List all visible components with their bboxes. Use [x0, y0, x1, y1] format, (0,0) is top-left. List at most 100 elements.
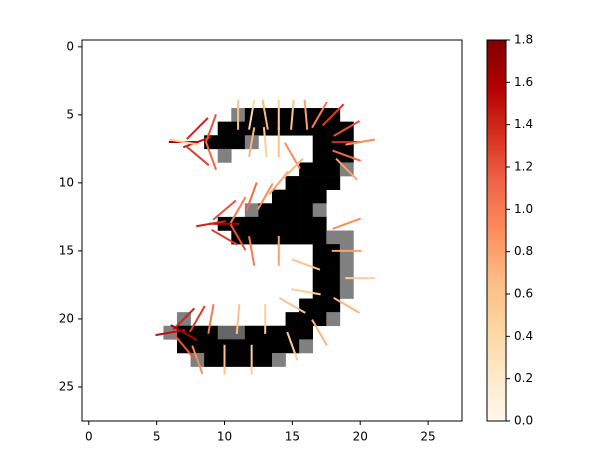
- pixel: [312, 135, 327, 150]
- pixel: [285, 176, 300, 190]
- pixel: [231, 352, 246, 367]
- segment: [281, 157, 304, 181]
- colorbar-tick-label: 0.6: [514, 287, 533, 301]
- y-tick-label: 5: [66, 107, 74, 121]
- pixel: [272, 339, 286, 354]
- colorbar-tick-label: 0.8: [514, 244, 533, 258]
- pixel: [299, 121, 314, 136]
- pixel: [326, 257, 341, 272]
- colorbar-tick-label: 1.8: [514, 33, 533, 47]
- pixel: [326, 271, 341, 286]
- segment: [186, 117, 209, 140]
- pixel: [258, 352, 273, 367]
- x-tick-label: 10: [217, 430, 232, 444]
- segment: [204, 141, 217, 171]
- pixel: [231, 325, 246, 340]
- segment: [168, 138, 199, 146]
- pixel: [312, 189, 327, 204]
- pixel: [217, 135, 232, 150]
- y-tick-label: 15: [59, 243, 74, 257]
- pixel: [285, 312, 300, 327]
- segment: [248, 127, 256, 157]
- segment: [291, 258, 321, 271]
- segment: [235, 303, 241, 334]
- pixel: [244, 325, 259, 340]
- segment: [290, 99, 295, 130]
- pixel: [285, 216, 300, 231]
- pixel: [285, 203, 300, 218]
- pixel: [312, 284, 327, 299]
- colorbar-tick-label: 1.0: [514, 202, 533, 216]
- pixel: [272, 203, 286, 218]
- segment: [245, 182, 258, 211]
- y-tick-label: 0: [66, 39, 74, 53]
- segment: [248, 99, 256, 130]
- axes-frame: [81, 39, 463, 422]
- pixel: [299, 176, 314, 190]
- pixel: [190, 325, 205, 340]
- segment: [333, 296, 361, 314]
- colorbar-tick-label: 0.0: [514, 414, 533, 428]
- pixel: [217, 121, 232, 136]
- pixel: [299, 203, 314, 218]
- x-tick-label: 20: [353, 430, 368, 444]
- segment: [196, 220, 226, 228]
- segment: [173, 334, 195, 359]
- y-tick-label: 25: [59, 379, 74, 393]
- pixel: [272, 325, 286, 340]
- colorbar-tick-label: 1.4: [514, 117, 533, 131]
- pixel: [299, 189, 314, 204]
- segment: [207, 304, 215, 334]
- segment: [278, 296, 306, 314]
- segment: [286, 331, 299, 361]
- segment: [212, 199, 237, 221]
- pixel: [326, 176, 341, 190]
- pixel: [299, 325, 314, 340]
- pixel: [299, 312, 314, 327]
- pixel: [312, 148, 327, 163]
- pixel: [258, 216, 273, 231]
- segment: [185, 145, 210, 167]
- pixel: [231, 339, 246, 354]
- pixel: [339, 284, 354, 299]
- colorbar-tick-label: 1.2: [514, 160, 533, 174]
- segment: [261, 99, 269, 130]
- pixel: [204, 325, 219, 340]
- pixel: [326, 312, 341, 327]
- pixel: [258, 203, 273, 218]
- segment: [170, 324, 198, 341]
- x-tick-label: 5: [153, 430, 161, 444]
- pixel: [285, 230, 300, 245]
- pixel: [312, 230, 327, 245]
- segment: [191, 345, 204, 375]
- pixel: [312, 312, 327, 327]
- pixel: [312, 216, 327, 231]
- segment: [256, 183, 274, 210]
- segment: [211, 228, 238, 246]
- segment: [248, 235, 256, 266]
- pixel: [312, 271, 327, 286]
- segment: [262, 127, 268, 158]
- pixel: [258, 339, 273, 354]
- y-tick-label: 10: [59, 175, 74, 189]
- pixel: [258, 121, 273, 136]
- pixel: [244, 121, 259, 136]
- pixel: [285, 121, 300, 136]
- segment: [229, 196, 247, 224]
- segment: [303, 99, 309, 130]
- segment: [332, 217, 362, 230]
- segment: [172, 307, 196, 331]
- segment: [229, 223, 247, 251]
- pixel: [326, 298, 341, 313]
- segment: [311, 319, 328, 347]
- pixel: [272, 216, 286, 231]
- colorbar-tick-label: 0.2: [514, 371, 533, 385]
- pixel: [299, 230, 314, 245]
- pixel: [312, 176, 327, 190]
- pixel: [285, 189, 300, 204]
- y-tick-label: 20: [59, 311, 74, 325]
- pixel: [312, 203, 327, 218]
- x-tick-label: 25: [420, 430, 435, 444]
- pixel: [244, 230, 259, 245]
